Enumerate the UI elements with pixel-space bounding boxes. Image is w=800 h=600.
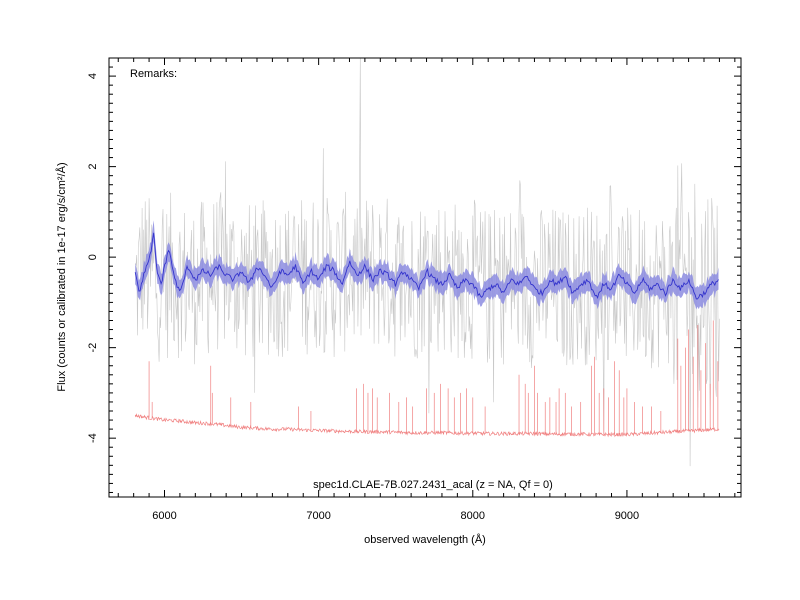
smoothed-flux-series	[134, 232, 719, 300]
smoothed-flux-band	[135, 220, 719, 310]
x-tick-label: 8000	[461, 510, 485, 522]
x-tick-label: 6000	[152, 510, 176, 522]
y-tick-label: -4	[87, 433, 99, 443]
plot-frame	[108, 57, 742, 498]
axis-ticks	[109, 57, 741, 497]
noise-series	[134, 320, 720, 438]
chart-title: spec1d.CLAE-7B.027.2431_acal (z = NA, Qf…	[313, 479, 553, 491]
smoothed-flux-line	[134, 232, 719, 300]
noise-baseline	[134, 413, 720, 438]
remarks-label: Remarks:	[130, 68, 177, 80]
y-tick-label: 2	[87, 164, 99, 170]
y-axis-title: Flux (counts or calibrated in 1e-17 erg/…	[55, 162, 68, 391]
x-axis-title: observed wavelength (Å)	[364, 533, 486, 546]
raw-flux-series	[134, 58, 720, 467]
x-tick-label: 9000	[615, 510, 639, 522]
y-tick-label: 4	[87, 73, 99, 79]
y-tick-label: 0	[87, 254, 99, 260]
x-tick-label: 7000	[306, 510, 330, 522]
y-tick-label: -2	[87, 343, 99, 353]
axis-tick-labels: 6000 7000 8000 9000 4 2 0 -2 -4	[87, 73, 639, 522]
smoothed-error-band	[135, 220, 719, 310]
raw-flux-line	[134, 58, 720, 467]
